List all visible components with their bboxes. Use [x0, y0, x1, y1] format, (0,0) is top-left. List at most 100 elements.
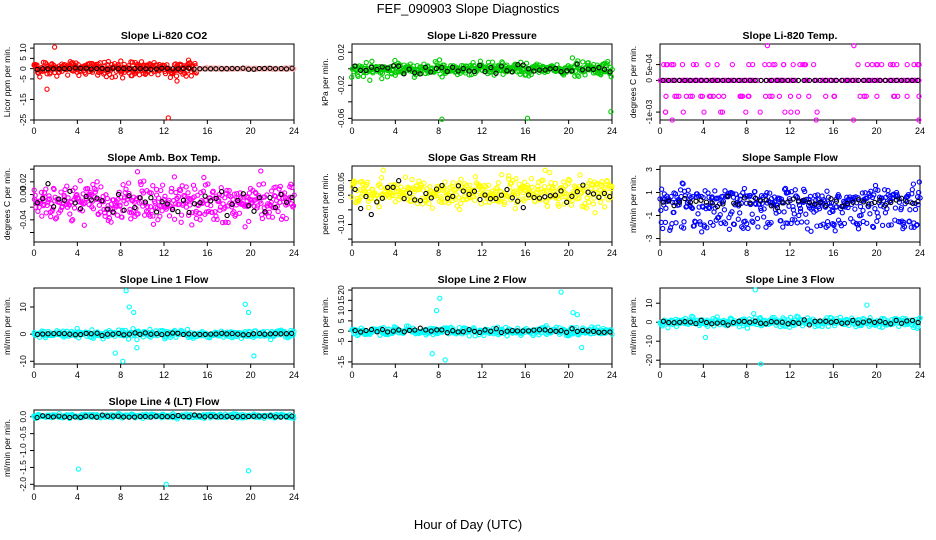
data-point: [767, 190, 773, 196]
y-tick-label: -1.5: [18, 460, 28, 475]
data-point: [547, 66, 553, 72]
data-point: [409, 176, 415, 183]
data-point: [574, 189, 580, 195]
data-point: [458, 176, 464, 182]
x-tick-label: 24: [607, 126, 617, 136]
data-point: [384, 74, 391, 80]
data-point: [129, 59, 136, 65]
panel-2: Slope Li-820 Pressure kPa per min. 0 4 8 12 16…: [320, 30, 617, 136]
panel-y-label: percent per min.: [320, 173, 330, 234]
data-point: [213, 331, 219, 337]
data-point: [41, 201, 47, 208]
data-point: [520, 328, 526, 334]
data-point: [421, 180, 427, 186]
panel-title: Slope Line 3 Flow: [746, 274, 836, 286]
data-point: [790, 77, 796, 84]
x-tick-label: 8: [118, 248, 123, 258]
x-tick-label: 4: [393, 370, 398, 380]
data-point: [197, 331, 203, 338]
data-point: [191, 66, 197, 72]
x-tick-label: 4: [701, 370, 706, 380]
data-point: [102, 213, 108, 219]
data-point: [70, 217, 76, 223]
data-point: [917, 315, 923, 321]
y-tick-label: 20: [336, 285, 346, 295]
data-point: [569, 326, 575, 332]
data-point: [197, 217, 203, 223]
data-point: [121, 207, 127, 213]
data-point: [191, 331, 198, 337]
data-point: [509, 327, 515, 334]
data-point: [460, 188, 466, 194]
data-point: [171, 174, 178, 180]
data-point: [200, 188, 207, 194]
panel-y-label: ml/min per min.: [2, 297, 12, 355]
data-point: [77, 178, 83, 184]
data-point: [488, 328, 494, 334]
data-point: [154, 331, 160, 337]
data-point: [449, 183, 455, 189]
y-tick-label: -15: [336, 356, 346, 369]
data-point: [131, 414, 138, 420]
data-point: [163, 481, 169, 487]
data-point: [123, 186, 129, 192]
data-point: [901, 224, 908, 230]
data-point: [126, 65, 132, 72]
data-point: [790, 61, 796, 68]
data-point: [569, 193, 575, 199]
panel-1: Slope Li-820 CO2 Licor ppm per min. 0 4 8 12 1…: [2, 30, 299, 136]
data-point: [687, 319, 694, 325]
data-point: [795, 198, 802, 204]
data-point: [758, 361, 764, 367]
data-point: [802, 61, 809, 68]
data-point: [796, 202, 803, 209]
data-point: [796, 212, 802, 219]
data-point: [499, 172, 505, 178]
data-point: [363, 193, 369, 200]
data-point: [850, 77, 856, 84]
data-point: [83, 193, 89, 200]
data-point: [487, 196, 494, 202]
data-point: [438, 196, 444, 202]
data-point: [385, 184, 391, 191]
data-point: [261, 65, 268, 72]
data-point: [750, 219, 756, 225]
data-point: [169, 206, 176, 213]
data-point: [583, 205, 590, 211]
data-point: [531, 68, 537, 74]
x-tick-label: 8: [118, 370, 123, 380]
x-tick-label: 12: [159, 248, 169, 258]
data-point: [34, 414, 40, 421]
data-point: [814, 109, 820, 115]
data-point: [824, 188, 830, 194]
panel-title: Slope Amb. Box Temp.: [107, 152, 220, 164]
data-point: [259, 215, 266, 222]
data-point: [706, 194, 712, 200]
data-point: [521, 179, 528, 185]
data-point: [574, 61, 580, 67]
data-point: [673, 220, 679, 226]
data-point: [890, 61, 896, 68]
data-point: [364, 179, 371, 185]
data-point: [278, 191, 284, 198]
data-point: [855, 226, 862, 232]
data-point: [535, 187, 541, 193]
x-tick-label: 20: [564, 248, 574, 258]
data-point: [536, 195, 543, 201]
data-point: [821, 198, 828, 204]
x-tick-label: 12: [785, 370, 795, 380]
data-point: [234, 191, 240, 197]
x-tick-label: 8: [118, 492, 123, 502]
data-point: [358, 205, 364, 212]
data-point: [873, 186, 879, 193]
data-point: [564, 199, 570, 205]
data-point: [219, 330, 225, 336]
data-point: [450, 180, 456, 186]
data-point: [93, 65, 100, 72]
data-point: [877, 197, 883, 203]
data-point: [203, 209, 210, 215]
data-point: [772, 61, 778, 68]
data-point: [515, 192, 521, 199]
data-point: [525, 192, 532, 198]
data-point: [844, 320, 851, 326]
